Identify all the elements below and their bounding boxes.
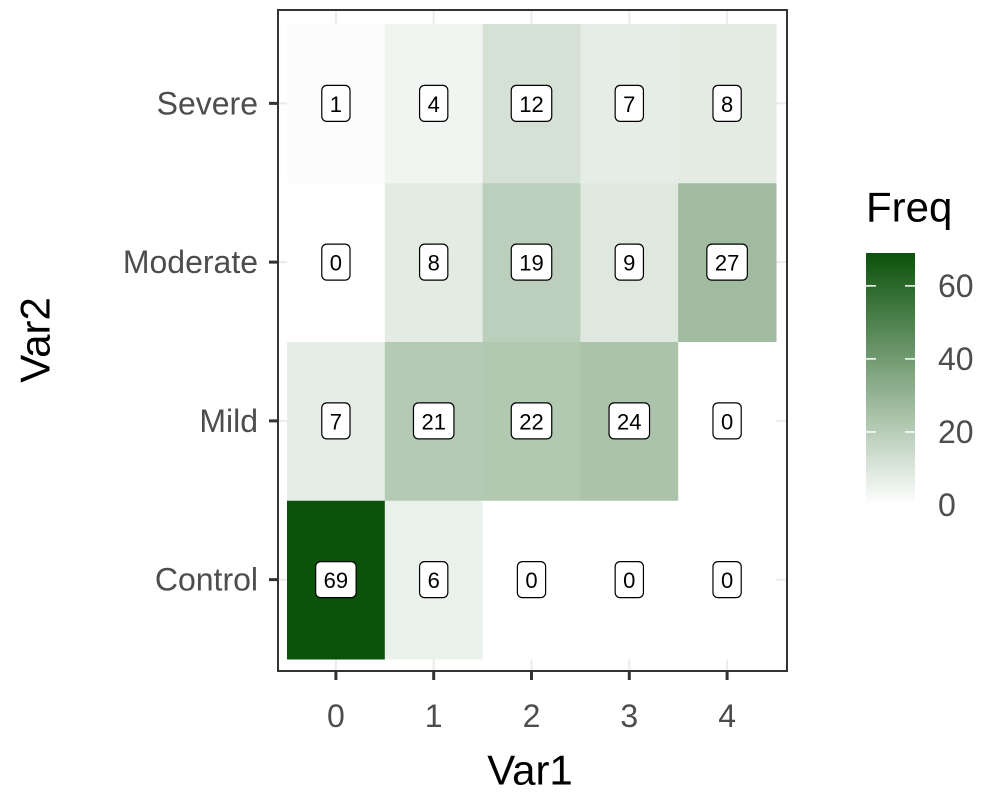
colorbar-title: Freq [866,184,952,231]
y-tick-label: Mild [199,403,258,439]
cell-label: 12 [519,92,543,117]
cell-label: 0 [525,568,537,593]
label-box [712,561,742,599]
cell-label: 8 [721,92,733,117]
label-box [608,402,651,440]
cell-label: 19 [519,251,543,276]
label-box [418,243,449,281]
x-axis-title: Var1 [487,747,573,794]
cell-label: 4 [428,92,440,117]
label-box [418,561,449,599]
cell-label: 0 [623,568,635,593]
label-box [418,84,449,122]
label-box [614,561,645,599]
cell-label: 8 [428,251,440,276]
cell-label: 22 [519,409,543,434]
colorbar-tick-label: 40 [938,341,974,377]
x-tick-label: 1 [425,698,443,734]
label-box [412,402,455,440]
colorbar-tick-label: 0 [938,487,956,523]
y-tick-label: Control [155,562,258,598]
cell-label: 6 [428,568,440,593]
label-box [315,561,357,599]
label-box [321,243,351,281]
y-tick-label: Severe [157,85,258,121]
cell-label: 7 [330,409,342,434]
cell-label: 0 [721,409,733,434]
label-box [712,84,742,122]
label-box [614,243,645,281]
x-tick-label: 3 [620,698,638,734]
label-box [706,243,748,281]
y-tick-label: Moderate [123,244,258,280]
label-box [321,84,351,122]
label-box [516,561,547,599]
cell-label: 9 [623,251,635,276]
cell-label: 0 [721,568,733,593]
label-box [510,243,553,281]
cell-label: 27 [715,251,739,276]
cell-label: 21 [421,409,445,434]
x-tick-label: 0 [327,698,345,734]
cell-label: 1 [330,92,342,117]
colorbar-tick-label: 60 [938,268,974,304]
label-box [614,84,645,122]
cell-label: 0 [330,251,342,276]
colorbar [866,253,915,505]
x-tick-label: 4 [718,698,736,734]
label-box [712,402,742,440]
cell-label: 24 [617,409,641,434]
label-box [510,84,553,122]
cell-label: 7 [623,92,635,117]
y-axis-title: Var2 [12,297,59,383]
x-tick-label: 2 [523,698,541,734]
cell-label: 69 [324,568,348,593]
colorbar-tick-label: 20 [938,414,974,450]
label-box [321,402,351,440]
label-box [510,402,553,440]
